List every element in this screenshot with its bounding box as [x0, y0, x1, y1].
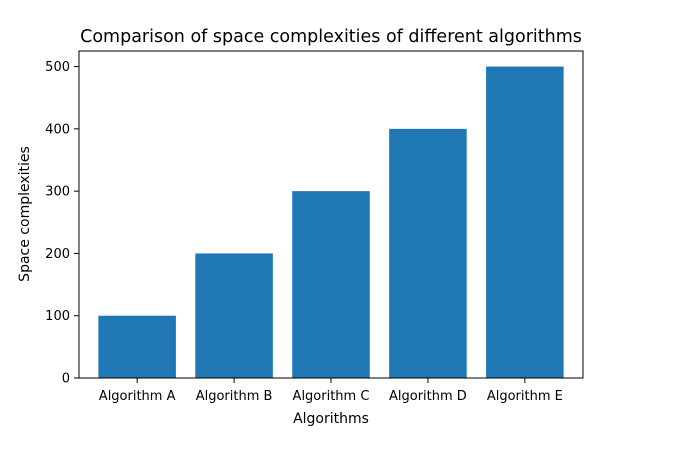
- x-tick-label: Algorithm C: [293, 389, 370, 404]
- x-tick-label: Algorithm B: [196, 389, 273, 404]
- y-axis-label: Space complexities: [17, 146, 33, 282]
- plot-area-frame: [78, 50, 584, 379]
- x-tick-label: Algorithm E: [487, 389, 563, 404]
- bar-algorithm-b: [195, 253, 273, 378]
- x-tick-label: Algorithm D: [389, 389, 467, 404]
- bar-algorithm-e: [486, 66, 564, 378]
- y-tick-label: 200: [45, 247, 70, 262]
- bar-group: [98, 66, 564, 378]
- y-axis-ticks: 0 100 200 300 400 500: [45, 60, 79, 387]
- bar-algorithm-d: [389, 128, 467, 378]
- bar-algorithm-a: [98, 315, 176, 378]
- x-axis-label: Algorithms: [293, 411, 369, 427]
- bar-algorithm-c: [292, 191, 370, 378]
- chart-title: Comparison of space complexities of diff…: [80, 27, 582, 47]
- x-tick-label: Algorithm A: [99, 389, 176, 404]
- y-tick-label: 400: [45, 122, 70, 137]
- x-axis-ticks: Algorithm A Algorithm B Algorithm C Algorit…: [99, 378, 563, 404]
- y-tick-label: 500: [45, 60, 70, 75]
- y-tick-label: 100: [45, 309, 70, 324]
- y-tick-label: 0: [62, 372, 70, 387]
- y-tick-label: 300: [45, 185, 70, 200]
